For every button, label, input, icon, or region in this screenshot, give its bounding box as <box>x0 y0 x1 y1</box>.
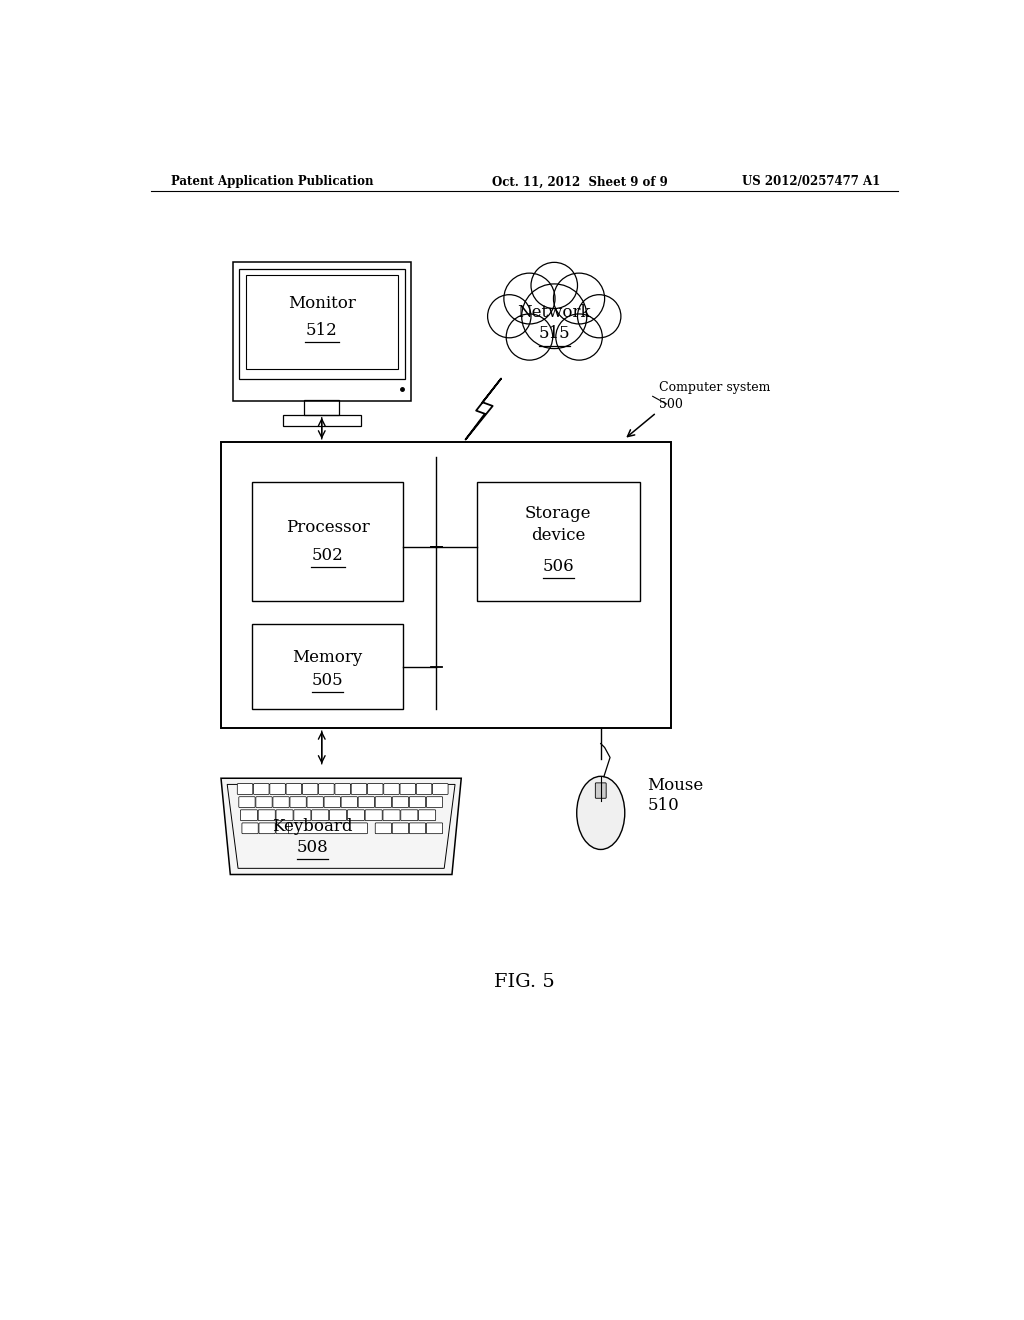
Text: Processor: Processor <box>286 519 370 536</box>
FancyBboxPatch shape <box>419 810 435 821</box>
Text: 505: 505 <box>311 672 343 689</box>
FancyBboxPatch shape <box>273 797 289 808</box>
Text: Patent Application Publication: Patent Application Publication <box>171 176 373 189</box>
FancyBboxPatch shape <box>302 784 317 795</box>
FancyBboxPatch shape <box>318 784 334 795</box>
Text: Mouse: Mouse <box>647 777 703 795</box>
FancyBboxPatch shape <box>335 784 350 795</box>
Circle shape <box>504 273 555 323</box>
Text: FIG. 5: FIG. 5 <box>495 973 555 991</box>
Text: Keyboard: Keyboard <box>272 818 352 834</box>
Text: 512: 512 <box>306 322 338 339</box>
Text: 506: 506 <box>543 557 573 574</box>
Text: Oct. 11, 2012  Sheet 9 of 9: Oct. 11, 2012 Sheet 9 of 9 <box>493 176 668 189</box>
FancyBboxPatch shape <box>432 784 449 795</box>
FancyBboxPatch shape <box>254 784 269 795</box>
FancyBboxPatch shape <box>383 810 400 821</box>
Text: Memory: Memory <box>293 649 362 665</box>
FancyBboxPatch shape <box>290 797 306 808</box>
FancyBboxPatch shape <box>242 822 258 834</box>
FancyBboxPatch shape <box>384 784 399 795</box>
FancyBboxPatch shape <box>341 797 357 808</box>
Circle shape <box>521 284 587 348</box>
Text: Monitor: Monitor <box>288 296 355 313</box>
FancyBboxPatch shape <box>259 822 275 834</box>
Text: 515: 515 <box>539 326 570 342</box>
Text: 500: 500 <box>658 399 683 412</box>
FancyBboxPatch shape <box>366 810 382 821</box>
FancyBboxPatch shape <box>400 810 418 821</box>
Text: Network: Network <box>517 304 591 321</box>
Circle shape <box>554 273 604 323</box>
Text: 508: 508 <box>296 840 328 857</box>
FancyBboxPatch shape <box>375 797 391 808</box>
Polygon shape <box>221 779 461 875</box>
FancyBboxPatch shape <box>358 797 375 808</box>
FancyBboxPatch shape <box>347 810 365 821</box>
FancyBboxPatch shape <box>289 822 368 834</box>
FancyBboxPatch shape <box>258 810 275 821</box>
FancyBboxPatch shape <box>270 784 286 795</box>
Circle shape <box>487 294 531 338</box>
FancyBboxPatch shape <box>241 810 257 821</box>
FancyBboxPatch shape <box>324 797 340 808</box>
FancyBboxPatch shape <box>417 784 432 795</box>
FancyBboxPatch shape <box>426 797 442 808</box>
FancyBboxPatch shape <box>351 784 367 795</box>
Circle shape <box>531 263 578 309</box>
FancyBboxPatch shape <box>307 797 324 808</box>
FancyBboxPatch shape <box>392 822 409 834</box>
Text: 510: 510 <box>647 797 679 813</box>
FancyBboxPatch shape <box>294 810 311 821</box>
FancyBboxPatch shape <box>330 810 346 821</box>
FancyBboxPatch shape <box>239 797 255 808</box>
FancyBboxPatch shape <box>392 797 409 808</box>
Circle shape <box>578 294 621 338</box>
Ellipse shape <box>577 776 625 850</box>
Circle shape <box>556 314 602 360</box>
Text: Computer system: Computer system <box>658 380 770 393</box>
FancyBboxPatch shape <box>400 784 416 795</box>
Text: 502: 502 <box>311 546 343 564</box>
Text: Storage
device: Storage device <box>525 506 592 544</box>
FancyBboxPatch shape <box>368 784 383 795</box>
FancyBboxPatch shape <box>256 797 272 808</box>
FancyBboxPatch shape <box>311 810 329 821</box>
FancyBboxPatch shape <box>276 810 293 821</box>
FancyBboxPatch shape <box>375 822 391 834</box>
Circle shape <box>506 314 553 360</box>
FancyBboxPatch shape <box>410 822 426 834</box>
Text: US 2012/0257477 A1: US 2012/0257477 A1 <box>741 176 880 189</box>
FancyBboxPatch shape <box>238 784 253 795</box>
FancyBboxPatch shape <box>426 822 442 834</box>
FancyBboxPatch shape <box>286 784 302 795</box>
FancyBboxPatch shape <box>410 797 426 808</box>
FancyBboxPatch shape <box>276 822 292 834</box>
FancyBboxPatch shape <box>595 783 606 799</box>
